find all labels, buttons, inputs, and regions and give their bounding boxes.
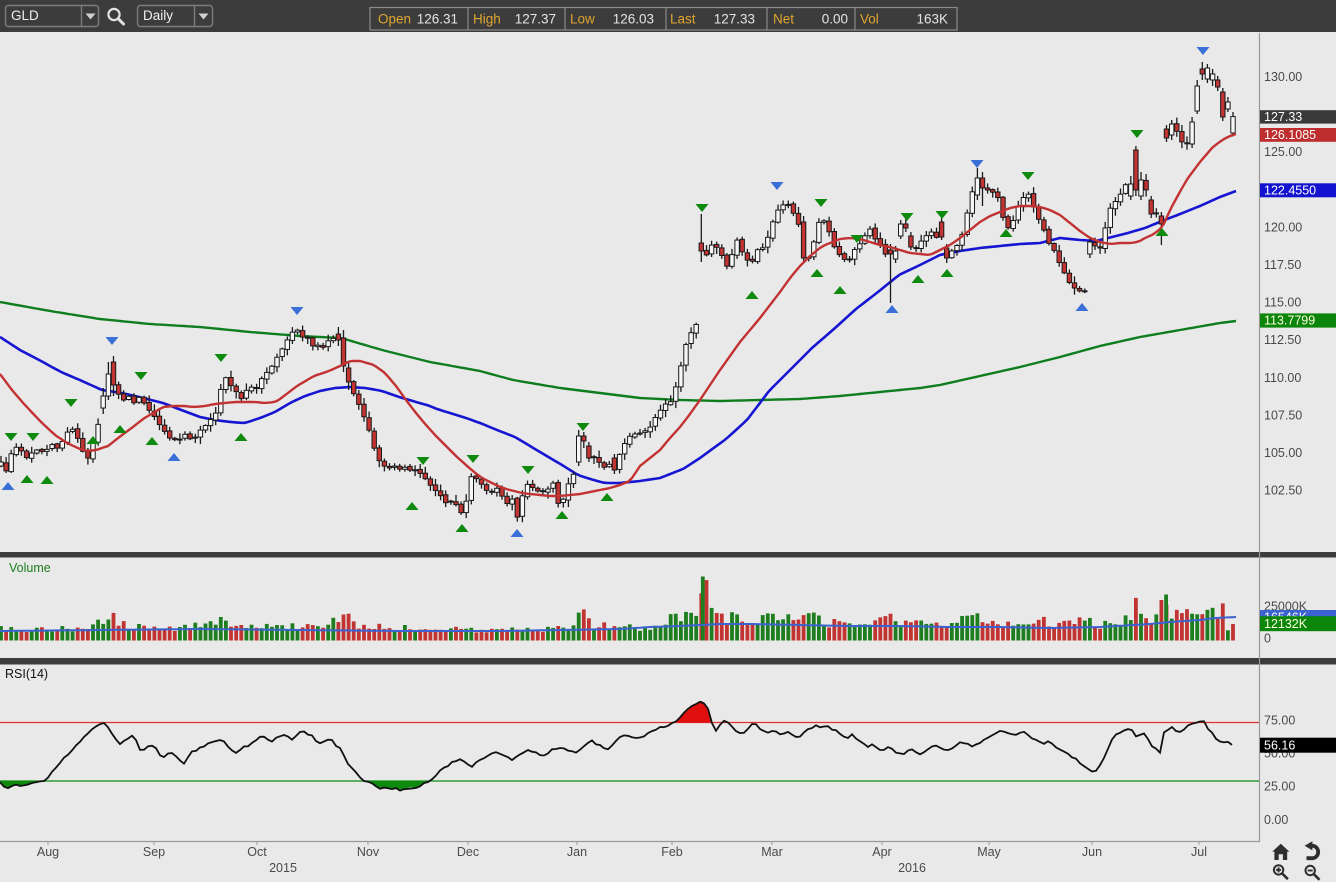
svg-text:112.50: 112.50 bbox=[1264, 333, 1301, 347]
svg-text:126.1085: 126.1085 bbox=[1264, 128, 1316, 142]
svg-text:126.31: 126.31 bbox=[417, 12, 458, 27]
svg-text:Low: Low bbox=[570, 12, 595, 27]
svg-text:56.16: 56.16 bbox=[1264, 738, 1295, 752]
svg-text:Daily: Daily bbox=[143, 8, 173, 23]
svg-text:0.00: 0.00 bbox=[822, 12, 848, 27]
svg-text:127.33: 127.33 bbox=[1264, 110, 1302, 124]
svg-text:Dec: Dec bbox=[457, 845, 479, 859]
svg-text:113.7799: 113.7799 bbox=[1264, 314, 1315, 328]
svg-text:0: 0 bbox=[1264, 632, 1271, 646]
svg-text:High: High bbox=[473, 12, 501, 27]
svg-text:2015: 2015 bbox=[269, 861, 297, 875]
svg-text:Oct: Oct bbox=[247, 845, 267, 859]
svg-text:Mar: Mar bbox=[761, 845, 783, 859]
svg-text:2016: 2016 bbox=[898, 861, 926, 875]
svg-text:102.50: 102.50 bbox=[1264, 484, 1302, 498]
svg-text:Apr: Apr bbox=[872, 845, 891, 859]
svg-text:Nov: Nov bbox=[357, 845, 380, 859]
svg-text:Net: Net bbox=[773, 12, 794, 27]
svg-text:163K: 163K bbox=[916, 12, 948, 27]
svg-text:GLD: GLD bbox=[11, 8, 39, 23]
svg-text:107.50: 107.50 bbox=[1264, 408, 1302, 422]
svg-text:Feb: Feb bbox=[661, 845, 683, 859]
svg-text:Volume: Volume bbox=[9, 561, 51, 575]
svg-text:Jan: Jan bbox=[567, 845, 587, 859]
svg-text:Jun: Jun bbox=[1082, 845, 1102, 859]
svg-text:125.00: 125.00 bbox=[1264, 145, 1302, 159]
svg-text:Vol: Vol bbox=[860, 12, 879, 27]
svg-text:12132K: 12132K bbox=[1264, 617, 1308, 631]
svg-text:127.37: 127.37 bbox=[515, 12, 556, 27]
svg-text:Last: Last bbox=[670, 12, 696, 27]
svg-text:RSI(14): RSI(14) bbox=[5, 667, 48, 681]
svg-text:0.00: 0.00 bbox=[1264, 813, 1288, 827]
svg-text:Open: Open bbox=[378, 12, 411, 27]
svg-text:122.4550: 122.4550 bbox=[1264, 184, 1316, 198]
svg-text:May: May bbox=[977, 845, 1001, 859]
svg-text:75.00: 75.00 bbox=[1264, 713, 1295, 727]
svg-text:110.00: 110.00 bbox=[1264, 371, 1301, 385]
svg-text:126.03: 126.03 bbox=[613, 12, 654, 27]
svg-text:Sep: Sep bbox=[143, 845, 165, 859]
svg-text:130.00: 130.00 bbox=[1264, 70, 1302, 84]
svg-text:Aug: Aug bbox=[37, 845, 59, 859]
svg-text:Jul: Jul bbox=[1191, 845, 1207, 859]
svg-text:25.00: 25.00 bbox=[1264, 779, 1295, 793]
svg-text:117.50: 117.50 bbox=[1264, 258, 1301, 272]
svg-text:120.00: 120.00 bbox=[1264, 220, 1302, 234]
svg-text:127.33: 127.33 bbox=[714, 12, 755, 27]
svg-text:105.00: 105.00 bbox=[1264, 446, 1302, 460]
svg-text:115.00: 115.00 bbox=[1264, 296, 1301, 310]
